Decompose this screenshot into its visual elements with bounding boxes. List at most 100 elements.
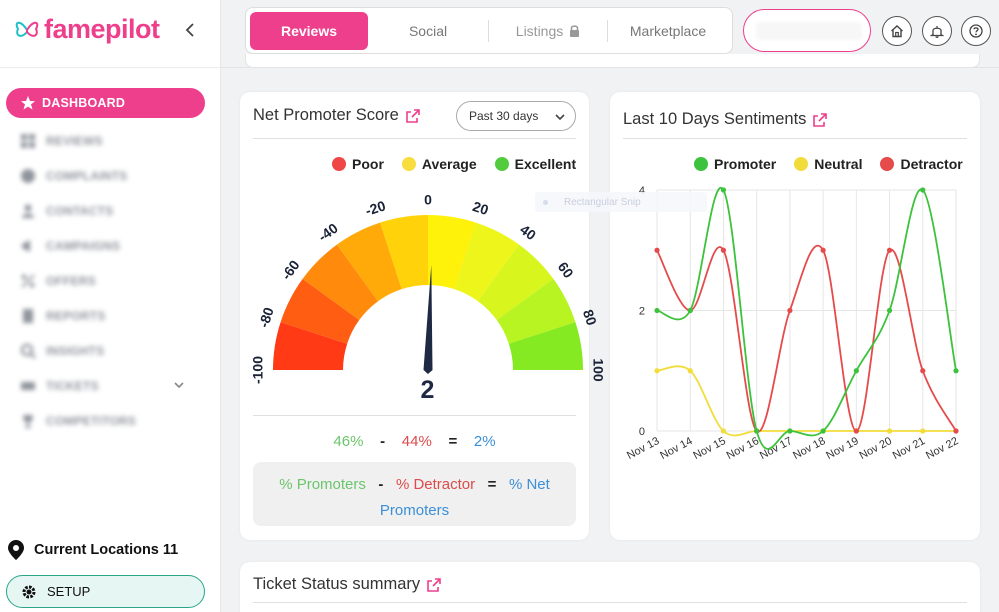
data-point-promoter[interactable] [886, 307, 893, 314]
top-tabs: Reviews Social Listings Marketplace [245, 7, 733, 54]
nps-gauge-divider [253, 415, 576, 416]
sidebar-divider [0, 67, 221, 68]
x-tick-label: Nov 15 [691, 435, 727, 462]
sidebar-item-label: COMPETITORS [46, 413, 136, 428]
x-tick-label: Nov 14 [658, 435, 694, 462]
data-point-promoter[interactable] [687, 307, 693, 314]
brand-logo[interactable]: famepilot [14, 14, 160, 45]
bell-icon [930, 26, 944, 38]
sidebar-item-competitors[interactable]: COMPETITORS [0, 403, 221, 438]
x-tick-label: Nov 22 [924, 435, 960, 462]
tab-separator [488, 19, 489, 42]
sidebar-item-tickets[interactable]: TICKETS [0, 368, 221, 403]
period-select-value: Past 30 days [469, 109, 539, 123]
setup-button[interactable]: SETUP [6, 575, 205, 608]
x-tick-label: Nov 16 [725, 435, 761, 462]
nps-formula: % Promoters - % Detractor = % Net Promot… [253, 462, 576, 526]
sidebar-item-complaints[interactable]: COMPLAINTS [0, 158, 221, 193]
data-point-neutral[interactable] [886, 428, 893, 434]
data-point-promoter[interactable] [920, 187, 926, 193]
legend-item-average[interactable]: Average [401, 156, 477, 172]
legend-item-promoter[interactable]: Promoter [694, 156, 776, 172]
data-point-neutral[interactable] [720, 428, 727, 434]
data-point-promoter[interactable] [953, 368, 959, 374]
data-point-neutral[interactable] [654, 368, 660, 374]
formula-net: % Net Promoters [379, 476, 550, 519]
gauge-segment [477, 244, 554, 321]
data-point-detractor[interactable] [787, 307, 793, 314]
gauge-segment [302, 244, 379, 321]
formula-equals: = [487, 476, 497, 493]
tab-reviews[interactable]: Reviews [250, 11, 369, 50]
chevron-down-icon[interactable] [173, 379, 185, 391]
data-point-neutral[interactable] [687, 368, 693, 374]
data-point-detractor[interactable] [853, 428, 859, 434]
tab-marketplace[interactable]: Marketplace [629, 22, 707, 39]
home-button[interactable] [882, 16, 912, 46]
sidebar-item-campaigns[interactable]: CAMPAIGNS [0, 228, 221, 263]
external-link-icon[interactable] [426, 577, 442, 593]
user-icon [22, 204, 34, 218]
external-link-icon[interactable] [405, 108, 421, 124]
document-icon [23, 308, 33, 323]
help-button[interactable] [961, 16, 991, 46]
gauge-tick-label: 20 [471, 198, 491, 218]
data-point-detractor[interactable] [886, 247, 893, 253]
data-point-neutral[interactable] [920, 428, 926, 434]
external-link-icon[interactable] [812, 112, 828, 128]
period-select[interactable]: Past 30 days [456, 101, 576, 131]
gauge-tick-label: -20 [363, 197, 387, 219]
location-selector[interactable] [743, 9, 871, 52]
tab-listings-label: Listings [515, 22, 564, 39]
current-locations[interactable]: Current Locations 11 [8, 540, 178, 560]
y-tick-label: 4 [639, 185, 645, 197]
formula-promoters: % Promoters [279, 476, 366, 493]
data-point-detractor[interactable] [953, 428, 959, 434]
gauge-segment [428, 215, 476, 290]
sidebar-item-reports[interactable]: REPORTS [0, 298, 221, 333]
trophy-icon [23, 414, 33, 428]
sidebar-item-contacts[interactable]: CONTACTS [0, 193, 221, 228]
location-selector-value [756, 22, 862, 40]
ticket-icon [21, 381, 35, 390]
notifications-button[interactable] [922, 16, 952, 46]
collapse-sidebar-icon[interactable] [182, 18, 198, 42]
data-point-promoter[interactable] [787, 428, 793, 434]
data-point-detractor[interactable] [920, 368, 926, 374]
minus-sign: - [380, 433, 386, 450]
legend-dot [880, 157, 895, 171]
tab-listings[interactable]: Listings [489, 12, 607, 50]
legend-item-poor[interactable]: Poor [332, 156, 384, 172]
data-point-promoter[interactable] [820, 428, 826, 434]
data-point-detractor[interactable] [720, 247, 727, 253]
sidebar-item-reviews[interactable]: REVIEWS [0, 123, 221, 158]
legend-item-excellent[interactable]: Excellent [494, 156, 576, 172]
nps-title-divider [253, 138, 576, 139]
legend-item-neutral[interactable]: Neutral [794, 156, 862, 172]
legend-label: Average [421, 156, 477, 172]
data-point-detractor[interactable] [654, 247, 660, 253]
data-point-promoter[interactable] [720, 187, 727, 193]
star-icon [21, 96, 35, 110]
series-line-promoter [656, 186, 957, 450]
sidebar-item-dashboard[interactable]: DASHBOARD [6, 88, 205, 118]
nps-score: 2 [420, 376, 435, 404]
data-point-promoter[interactable] [853, 368, 859, 374]
data-point-promoter[interactable] [754, 428, 760, 434]
promoters-percent: 46% [333, 433, 364, 450]
gauge-tick-label: 100 [590, 358, 606, 382]
tooltip-text: Rectangular Snip [564, 196, 641, 208]
sidebar-item-offers[interactable]: OFFERS [0, 263, 221, 298]
data-point-promoter[interactable] [654, 307, 660, 314]
ticket-title: Ticket Status summary [253, 575, 442, 594]
sidebar-item-label: DASHBOARD [42, 96, 126, 110]
tab-social[interactable]: Social [408, 22, 448, 39]
legend-item-detractor[interactable]: Detractor [880, 156, 963, 172]
data-point-detractor[interactable] [820, 247, 826, 253]
gauge-segment [496, 278, 576, 344]
gauge-tick-label: 80 [580, 307, 600, 327]
grid-icon [21, 133, 35, 148]
butterfly-logo-icon [15, 21, 39, 37]
sidebar-item-insights[interactable]: INSIGHTS [0, 333, 221, 368]
legend-label: Poor [352, 156, 384, 172]
